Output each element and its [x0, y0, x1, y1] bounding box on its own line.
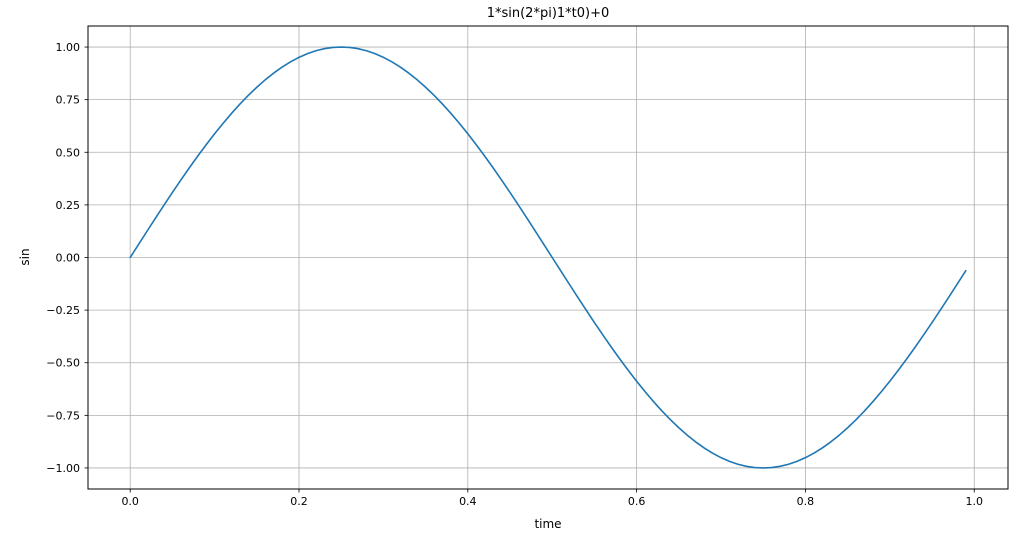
- x-tick-label: 1.0: [965, 495, 983, 508]
- y-tick-label: 0.00: [56, 252, 81, 265]
- x-tick-label: 0.0: [121, 495, 139, 508]
- y-tick-label: 0.25: [56, 199, 81, 212]
- y-tick-label: 0.50: [56, 146, 81, 159]
- x-tick-label: 0.8: [797, 495, 815, 508]
- y-tick-label: −1.00: [46, 462, 80, 475]
- x-tick-label: 0.4: [459, 495, 477, 508]
- y-tick-label: 1.00: [56, 41, 81, 54]
- y-tick-label: −0.75: [46, 409, 80, 422]
- x-tick-label: 0.6: [628, 495, 646, 508]
- chart-title: 1*sin(2*pi)1*t0)+0: [486, 6, 610, 21]
- y-tick-label: 0.75: [56, 94, 81, 107]
- x-axis-label: time: [534, 517, 562, 531]
- x-tick-label: 0.2: [290, 495, 308, 508]
- y-tick-label: −0.50: [46, 357, 80, 370]
- y-axis-label: sin: [18, 248, 32, 266]
- sine-line-series: [129, 46, 967, 469]
- y-tick-label: −0.25: [46, 304, 80, 317]
